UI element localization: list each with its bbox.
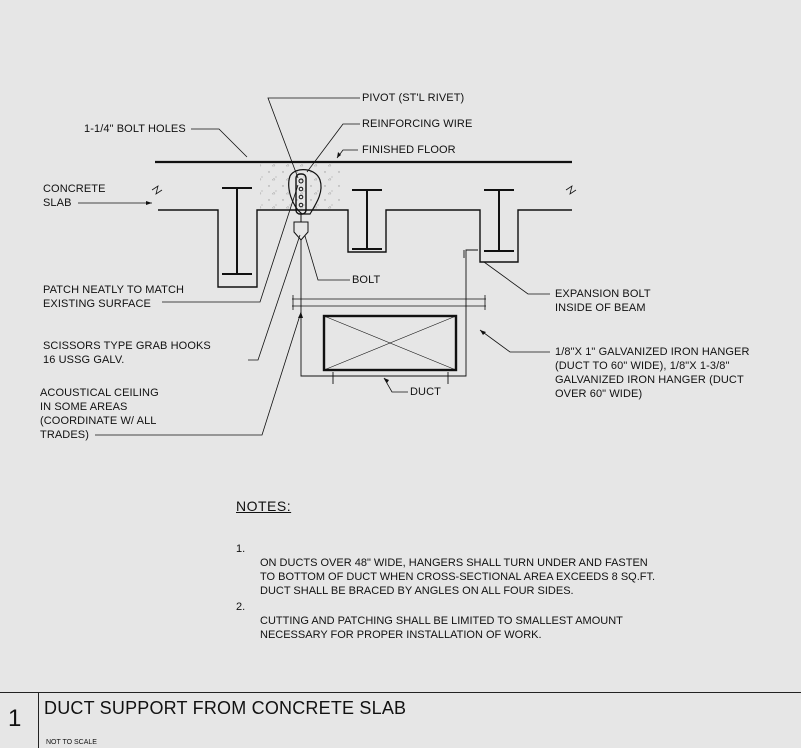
notes-title: NOTES: xyxy=(236,498,292,514)
i-beam xyxy=(484,189,514,252)
i-beam xyxy=(352,189,382,250)
label-pivot: PIVOT (ST'L RIVET) xyxy=(362,92,465,104)
concrete-slab-outline xyxy=(151,160,577,288)
label-hanger: 1/8"X 1" GALVANIZED IRON HANGER (DUCT TO… xyxy=(555,346,750,400)
duct xyxy=(322,314,458,372)
note-text: ON DUCTS OVER 48" WIDE, HANGERS SHALL TU… xyxy=(260,557,656,597)
label-bolt: BOLT xyxy=(352,274,381,286)
note-item: 1. ON DUCTS OVER 48" WIDE, HANGERS SHALL… xyxy=(236,528,655,597)
label-bolt-holes: 1-1/4" BOLT HOLES xyxy=(84,123,186,135)
label-duct: DUCT xyxy=(410,386,441,398)
note-number: 2. xyxy=(236,601,246,613)
detail-scale: NOT TO SCALE xyxy=(46,739,97,746)
label-expansion-bolt: EXPANSION BOLT INSIDE OF BEAM xyxy=(555,288,651,314)
label-scissors-grab-hooks: SCISSORS TYPE GRAB HOOKS 16 USSG GALV. xyxy=(43,340,211,366)
label-finished-floor: FINISHED FLOOR xyxy=(362,144,456,156)
patch-area xyxy=(260,163,340,209)
title-block-divider xyxy=(38,693,39,748)
grab-hook-assembly xyxy=(288,169,322,241)
detail-title: DUCT SUPPORT FROM CONCRETE SLAB xyxy=(44,698,407,718)
label-acoustical-ceiling: ACOUSTICAL CEILING IN SOME AREAS (COORDI… xyxy=(40,387,159,441)
ceiling-line xyxy=(292,295,486,310)
label-patch: PATCH NEATLY TO MATCH EXISTING SURFACE xyxy=(43,284,185,310)
note-text: CUTTING AND PATCHING SHALL BE LIMITED TO… xyxy=(260,615,623,641)
duct-hangers xyxy=(300,240,478,384)
label-concrete-slab: CONCRETE SLAB xyxy=(43,183,106,209)
label-reinforcing-wire: REINFORCING WIRE xyxy=(362,118,473,130)
leader-lines xyxy=(78,97,550,436)
leader-arrowheads xyxy=(146,152,486,383)
detail-drawing xyxy=(78,97,577,436)
detail-number: 1 xyxy=(8,705,22,732)
note-item: 2. CUTTING AND PATCHING SHALL BE LIMITED… xyxy=(236,586,623,641)
title-block: 1 DUCT SUPPORT FROM CONCRETE SLAB NOT TO… xyxy=(0,692,801,748)
i-beam xyxy=(222,187,252,275)
note-number: 1. xyxy=(236,543,246,555)
